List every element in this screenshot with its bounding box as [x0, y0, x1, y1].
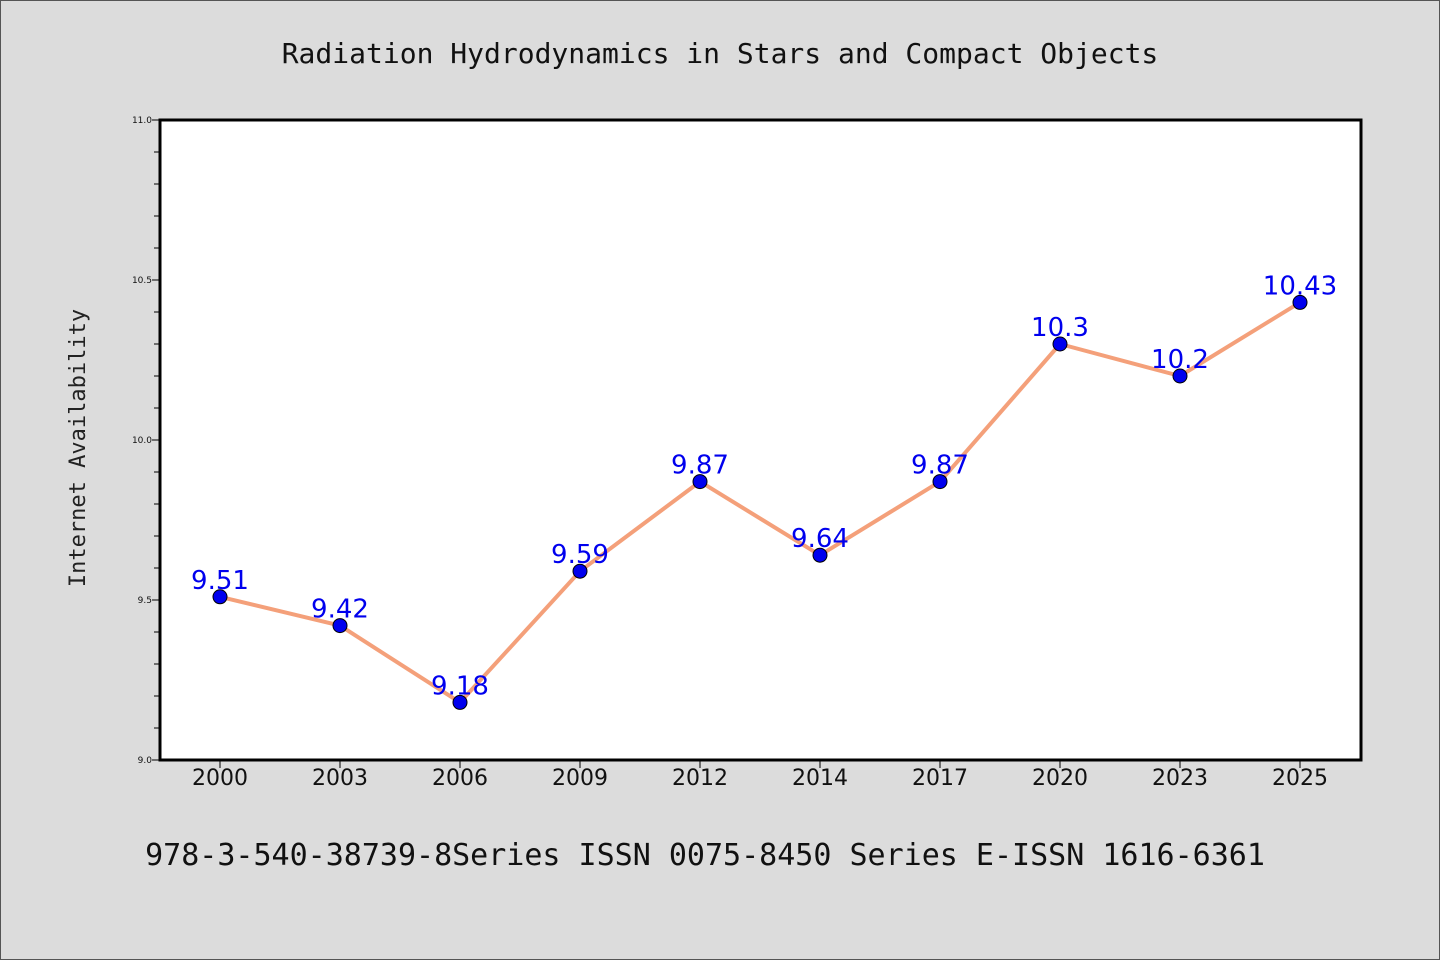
- x-tick-label: 2023: [1152, 766, 1208, 791]
- data-point-marker: [1172, 368, 1188, 384]
- y-tick-label: 10.5: [132, 276, 152, 286]
- data-label: 10.43: [1263, 271, 1337, 301]
- chart-title: Radiation Hydrodynamics in Stars and Com…: [282, 37, 1159, 70]
- series-line: [218, 300, 1302, 705]
- y-axis-label: Internet Availability: [66, 309, 91, 587]
- data-point-marker: [332, 618, 348, 634]
- x-tick-label: 2009: [552, 766, 608, 791]
- data-point-marker: [452, 694, 468, 710]
- x-tick-label: 2000: [192, 766, 248, 791]
- x-tick-label: 2017: [912, 766, 968, 791]
- data-point-marker: [1292, 294, 1308, 310]
- data-point-marker: [572, 563, 588, 579]
- data-labels-group: 9.51 9.42 9.18 9.59 9.87 9.64 9.87 10.3 10.2 10.4…: [191, 271, 1337, 701]
- data-label: 9.64: [791, 524, 849, 554]
- footer-isbn-issn: 978-3-540-38739-8Series ISSN 0075-8450 S…: [145, 838, 1265, 873]
- y-tick-label: 10.0: [132, 436, 152, 446]
- data-label: 10.2: [1151, 345, 1209, 375]
- data-point-marker: [812, 547, 828, 563]
- y-axis: 9.0 9.5 10.0 10.5 11.0: [132, 116, 160, 766]
- y-tick-label: 9.5: [138, 596, 152, 606]
- x-tick-label: 2012: [672, 766, 728, 791]
- y-tick-label: 9.0: [138, 756, 153, 766]
- data-label: 9.87: [911, 451, 969, 481]
- data-label: 9.87: [671, 451, 729, 481]
- data-label: 9.59: [551, 540, 609, 570]
- x-tick-label: 2014: [792, 766, 848, 791]
- y-tick-label: 11.0: [132, 116, 152, 126]
- x-tick-label: 2006: [432, 766, 488, 791]
- data-label: 9.18: [431, 671, 489, 701]
- data-point-marker: [932, 474, 948, 490]
- data-label: 9.42: [311, 595, 369, 625]
- data-label: 9.51: [191, 566, 249, 596]
- x-tick-label: 2020: [1032, 766, 1088, 791]
- x-tick-label: 2003: [312, 766, 368, 791]
- data-point-marker: [692, 474, 708, 490]
- series-line-group: [212, 294, 1308, 710]
- data-point-marker: [1052, 336, 1068, 352]
- data-label: 10.3: [1031, 313, 1089, 343]
- x-tick-label: 2025: [1272, 766, 1328, 791]
- plot-area: [158, 118, 1363, 762]
- x-axis: 2000 2003 2006 2009 2012 2014 2017 2020 2023 2025: [192, 760, 1328, 791]
- data-point-marker: [212, 589, 228, 605]
